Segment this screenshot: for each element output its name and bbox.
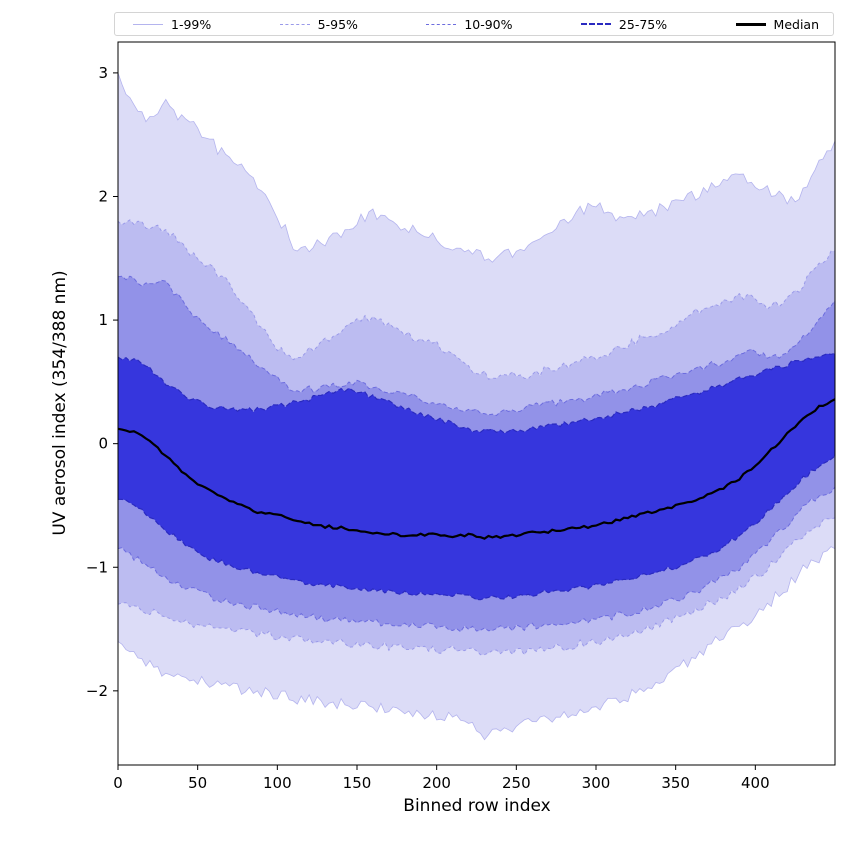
x-tick-label: 200 [422, 774, 451, 792]
x-tick-label: 100 [263, 774, 292, 792]
y-tick-label: 0 [98, 435, 108, 453]
band-25-75-upper-edge [118, 352, 835, 434]
y-tick-label: −1 [86, 558, 108, 576]
band-25-75-line-sample [580, 23, 611, 25]
legend: 1-99% 5-95% 10-90% 25-75% Median [114, 12, 834, 36]
x-tick-label: 150 [343, 774, 372, 792]
legend-label-10-90: 10-90% [464, 16, 513, 32]
band-1-99-upper-edge [118, 72, 835, 263]
legend-item-5-95[interactable]: 5-95% [279, 16, 358, 32]
legend-label-1-99: 1-99% [171, 16, 212, 32]
band-25-75-area [118, 353, 835, 600]
band-5-95-line-sample [279, 23, 310, 25]
legend-item-10-90[interactable]: 10-90% [426, 16, 513, 32]
legend-item-median[interactable]: Median [735, 16, 819, 32]
band-25-75-lower-edge [118, 455, 835, 601]
x-tick-label: 50 [188, 774, 207, 792]
y-tick-label: 1 [98, 311, 108, 329]
x-axis-label: Binned row index [403, 796, 551, 816]
median-line [118, 398, 835, 540]
y-tick-label: 2 [98, 187, 108, 205]
legend-item-1-99[interactable]: 1-99% [133, 17, 211, 32]
band-1-99-line-sample [133, 23, 163, 25]
x-tick-label: 0 [113, 774, 123, 792]
band-5-95-lower-edge [118, 517, 835, 656]
x-tick-label: 400 [741, 774, 770, 792]
plot-frame [117, 41, 836, 766]
band-5-95-upper-edge [118, 219, 835, 380]
band-10-90-line-sample [426, 23, 457, 25]
legend-label-median: Median [773, 16, 819, 32]
x-tick-label: 300 [582, 774, 611, 792]
x-tick-label: 250 [502, 774, 531, 792]
legend-label-5-95: 5-95% [317, 16, 358, 32]
band-1-99-lower-edge [118, 546, 835, 741]
legend-label-25-75: 25-75% [618, 16, 668, 32]
x-tick-label: 350 [661, 774, 690, 792]
y-tick-label: 3 [98, 64, 108, 82]
legend-item-25-75[interactable]: 25-75% [580, 16, 668, 32]
y-tick-label: −2 [86, 682, 108, 700]
band-10-90-upper-edge [118, 275, 835, 417]
band-10-90-lower-edge [118, 486, 835, 633]
median-line-sample [735, 22, 766, 26]
